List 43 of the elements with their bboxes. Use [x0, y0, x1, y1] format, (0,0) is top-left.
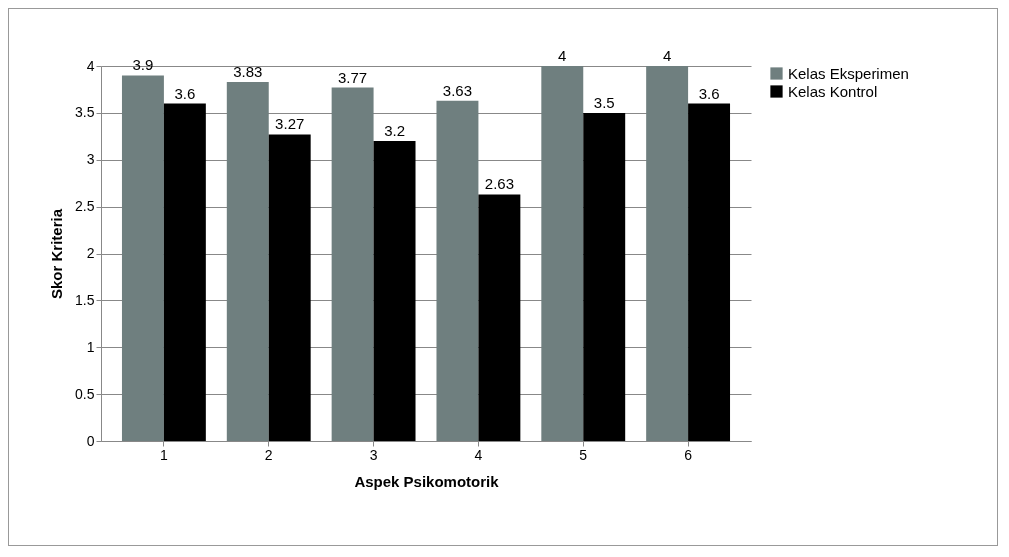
bar [226, 81, 269, 441]
x-tick-label: 5 [579, 446, 588, 463]
bar [268, 134, 311, 441]
data-label: 3.6 [698, 84, 720, 102]
data-label: 3.6 [174, 84, 196, 102]
data-label: 3.27 [275, 115, 305, 133]
bar [646, 66, 689, 441]
bar [163, 103, 206, 441]
data-label: 3.5 [593, 93, 615, 111]
bar [331, 87, 374, 441]
legend-label: Kelas Kontrol [788, 82, 878, 100]
data-label: 3.63 [442, 81, 473, 99]
bar [121, 75, 164, 441]
x-tick-label: 3 [369, 446, 378, 463]
data-label: 4 [662, 47, 672, 64]
data-label: 3.77 [338, 68, 368, 86]
x-tick-label: 2 [264, 446, 273, 463]
x-tick-label: 1 [160, 446, 168, 463]
y-tick-label: 0.5 [75, 385, 95, 402]
y-tick-label: 2 [86, 245, 95, 261]
bar [373, 141, 416, 441]
bar [583, 112, 626, 441]
data-label: 3.2 [384, 122, 405, 139]
legend-label: Kelas Eksperimen [788, 64, 909, 82]
y-tick-label: 1 [86, 338, 95, 355]
data-label: 3.9 [132, 56, 154, 74]
data-label: 3.83 [233, 62, 263, 80]
x-tick-label: 6 [684, 446, 693, 463]
bar [541, 66, 584, 441]
y-tick-label: 3 [86, 151, 95, 168]
bar [478, 194, 521, 441]
y-tick-label: 0 [86, 432, 95, 449]
y-tick-label: 4 [86, 57, 95, 74]
y-tick-label: 1.5 [75, 291, 95, 308]
y-tick-label: 3.5 [75, 104, 95, 121]
data-label: 2.63 [484, 175, 514, 193]
x-axis-title: Aspek Psikomotorik [354, 472, 500, 490]
y-tick-label: 2.5 [75, 198, 95, 215]
data-label: 4 [558, 47, 567, 64]
y-axis-title: Skor Kriteria [48, 208, 66, 300]
x-tick-label: 4 [474, 446, 483, 463]
bar [688, 103, 731, 441]
bar [436, 100, 479, 441]
